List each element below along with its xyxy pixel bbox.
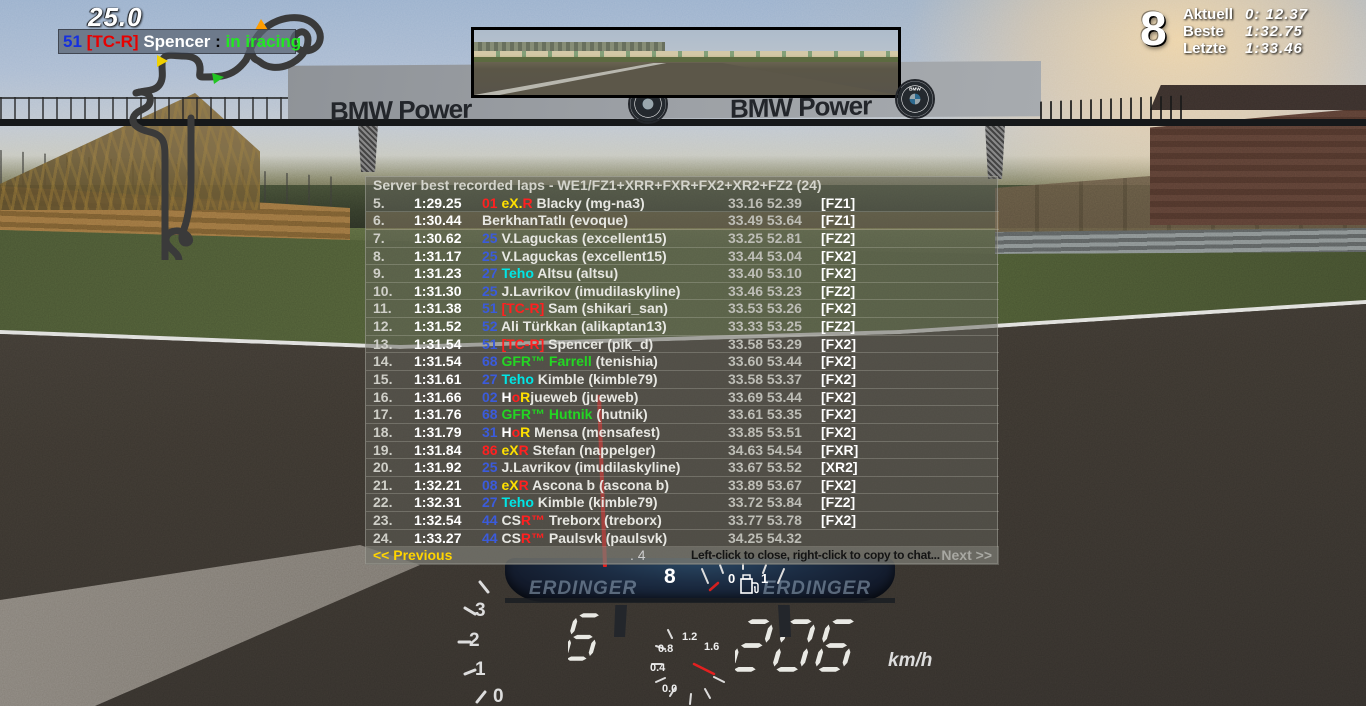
svg-text:1.2: 1.2 [682, 631, 697, 643]
svg-text:1.6: 1.6 [704, 641, 719, 653]
svg-text:1: 1 [761, 571, 768, 586]
svg-text:1: 1 [475, 659, 486, 680]
svg-text:0: 0 [493, 686, 504, 706]
svg-text:BMW: BMW [909, 87, 921, 92]
svg-text:0.4: 0.4 [650, 662, 666, 674]
svg-text:0.8: 0.8 [658, 643, 673, 655]
svg-text:3: 3 [475, 600, 486, 621]
svg-text:0.0: 0.0 [662, 683, 677, 695]
svg-text:0: 0 [728, 571, 735, 586]
svg-text:2: 2 [469, 630, 480, 651]
